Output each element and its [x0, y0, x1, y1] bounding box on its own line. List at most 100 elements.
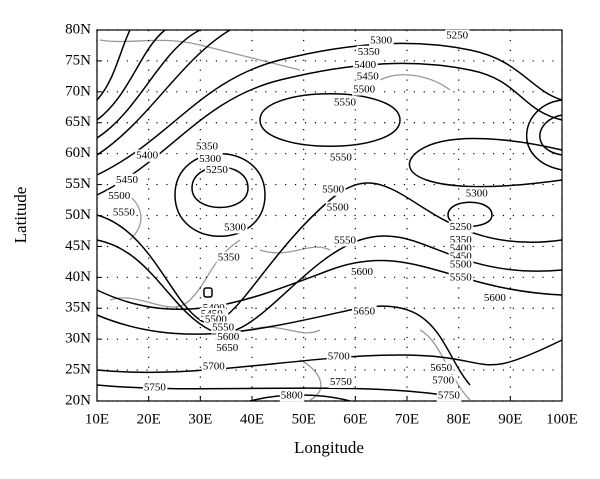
contour-label: 5300: [199, 153, 222, 165]
contour-line: [408, 137, 563, 188]
contour-label-bg: [445, 29, 470, 42]
contour-line: [174, 153, 266, 237]
contour-label: 5600: [351, 266, 374, 278]
contour-label: 5800: [281, 390, 304, 402]
contour-label-bg: [114, 173, 140, 186]
contour-line: [96, 29, 166, 121]
contour-label-bg: [333, 96, 358, 109]
x-tick-label: 20E: [137, 411, 161, 427]
contour-label: 5500: [108, 190, 131, 202]
contour-label-bg: [464, 187, 490, 200]
contour-label: 5700: [328, 351, 351, 363]
y-tick-label: 75N: [65, 52, 91, 68]
x-tick-label: 40E: [240, 411, 264, 427]
contour-label: 5700: [203, 361, 226, 373]
contour-label-bg: [135, 149, 160, 162]
y-tick-label: 30N: [65, 331, 91, 347]
contour-label-bg: [321, 183, 346, 196]
y-tick-label: 60N: [65, 145, 91, 161]
contour-line: [96, 42, 563, 176]
contour-label-bg: [195, 140, 220, 153]
contour-label-bg: [353, 58, 378, 71]
contour-label-bg: [352, 305, 377, 318]
contour-label: 5750: [330, 376, 353, 388]
y-tick-label: 55N: [65, 176, 91, 192]
contour-line: [96, 259, 563, 310]
x-tick-label: 50E: [292, 411, 316, 427]
contour-label-bg: [326, 350, 352, 363]
contour-label: 5350: [218, 252, 241, 264]
contour-label-bg: [482, 291, 508, 304]
x-tick-label: 90E: [498, 411, 522, 427]
x-tick-label: 100E: [546, 411, 578, 427]
contour-label: 5250: [206, 164, 229, 176]
contour-label: 5600: [484, 292, 507, 304]
contour-label-bg: [216, 251, 242, 264]
contour-label: 5300: [466, 187, 489, 199]
contour-label: 5700: [432, 375, 455, 387]
contour-label-bg: [198, 152, 223, 165]
y-tick-label: 45N: [65, 238, 91, 254]
contour-label: 5400: [136, 150, 159, 162]
y-tick-label: 25N: [65, 362, 91, 378]
contour-label: 5550: [330, 152, 353, 164]
contour-label: 5550: [113, 207, 136, 219]
contour-label-bg: [216, 330, 241, 343]
contour-line: [96, 62, 563, 196]
contour-label: 5250: [446, 30, 469, 42]
contour-label-bg: [431, 374, 456, 387]
contour-label: 5550: [334, 96, 357, 108]
contour-label-bg: [204, 163, 230, 176]
contour-label-bg: [350, 265, 375, 278]
contour-label-bg: [201, 360, 227, 373]
contour-line: [96, 384, 451, 397]
contour-label: 5650: [353, 305, 376, 317]
contour-label-bg: [355, 70, 381, 83]
contour-label-bg: [448, 220, 474, 233]
contour-label: 5450: [116, 174, 139, 186]
x-tick-label: 10E: [85, 411, 109, 427]
contour-label-bg: [107, 189, 132, 202]
y-tick-label: 50N: [65, 207, 91, 223]
contour-label: 5300: [224, 221, 247, 233]
contour-label: 5250: [450, 221, 473, 233]
x-tick-label: 80E: [447, 411, 471, 427]
contour-line: [96, 182, 563, 324]
contour-label-bg: [448, 258, 474, 271]
contour-label: 5500: [353, 84, 376, 96]
contour-line: [96, 305, 471, 386]
contour-label: 5550: [334, 234, 357, 246]
x-tick-label: 70E: [395, 411, 419, 427]
contour-label-bg: [352, 83, 377, 96]
contour-label-bg: [448, 271, 474, 284]
x-tick-label: 60E: [343, 411, 367, 427]
x-tick-label: 30E: [188, 411, 212, 427]
coastline: [99, 39, 471, 401]
contour-label: 5350: [196, 140, 219, 152]
contour-label: 5750: [438, 390, 461, 402]
contour-label-bg: [328, 375, 354, 388]
y-tick-label: 35N: [65, 300, 91, 316]
contour-label: 5450: [357, 71, 380, 83]
contour-label: 5350: [358, 46, 381, 58]
contour-label-bg: [279, 389, 305, 402]
y-axis-label: Latitude: [11, 187, 30, 244]
contour-line: [191, 166, 249, 209]
contour-label: 5400: [354, 59, 377, 71]
contour-label-bg: [328, 151, 354, 164]
contour-label: 5500: [322, 184, 345, 196]
contour-line: [96, 29, 131, 101]
contour-label-bg: [333, 234, 358, 247]
contour-line: [96, 339, 563, 374]
contour-label-bg: [111, 206, 137, 219]
y-tick-label: 40N: [65, 269, 91, 285]
contour-label: 5750: [144, 382, 167, 394]
contour-label-bg: [142, 381, 168, 394]
contour-label: 5650: [430, 362, 453, 374]
contour-label: 5550: [212, 322, 235, 334]
y-tick-label: 65N: [65, 114, 91, 130]
contour-label: 5550: [450, 271, 473, 283]
contour-label-bg: [436, 389, 462, 402]
y-tick-label: 80N: [65, 21, 91, 37]
